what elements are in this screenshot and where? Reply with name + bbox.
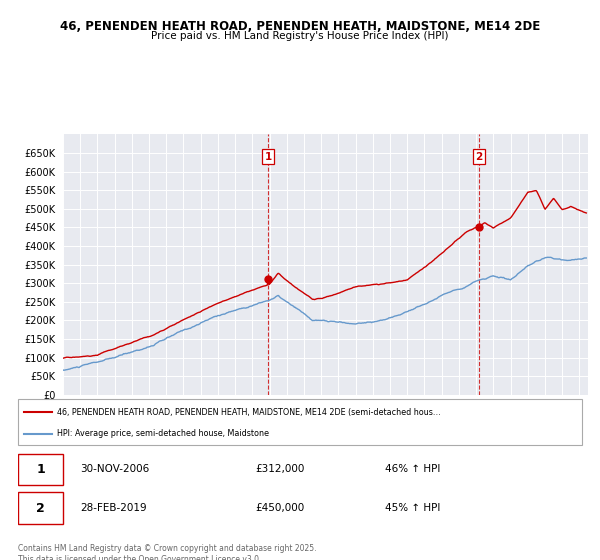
Text: 45% ↑ HPI: 45% ↑ HPI: [385, 503, 440, 513]
Text: 46, PENENDEN HEATH ROAD, PENENDEN HEATH, MAIDSTONE, ME14 2DE (semi-detached hous: 46, PENENDEN HEATH ROAD, PENENDEN HEATH,…: [58, 408, 442, 417]
Text: 1: 1: [36, 463, 45, 476]
Text: 2: 2: [475, 152, 482, 162]
Text: HPI: Average price, semi-detached house, Maidstone: HPI: Average price, semi-detached house,…: [58, 429, 269, 438]
Text: 28-FEB-2019: 28-FEB-2019: [80, 503, 146, 513]
FancyBboxPatch shape: [18, 399, 582, 445]
Text: £450,000: £450,000: [255, 503, 304, 513]
Text: £312,000: £312,000: [255, 464, 304, 474]
FancyBboxPatch shape: [18, 492, 63, 524]
Text: 2: 2: [36, 502, 45, 515]
Text: 1: 1: [265, 152, 272, 162]
FancyBboxPatch shape: [18, 454, 63, 485]
Text: 46, PENENDEN HEATH ROAD, PENENDEN HEATH, MAIDSTONE, ME14 2DE: 46, PENENDEN HEATH ROAD, PENENDEN HEATH,…: [60, 20, 540, 32]
Text: Contains HM Land Registry data © Crown copyright and database right 2025.
This d: Contains HM Land Registry data © Crown c…: [18, 544, 317, 560]
Text: 46% ↑ HPI: 46% ↑ HPI: [385, 464, 440, 474]
Text: Price paid vs. HM Land Registry's House Price Index (HPI): Price paid vs. HM Land Registry's House …: [151, 31, 449, 41]
Text: 30-NOV-2006: 30-NOV-2006: [80, 464, 149, 474]
